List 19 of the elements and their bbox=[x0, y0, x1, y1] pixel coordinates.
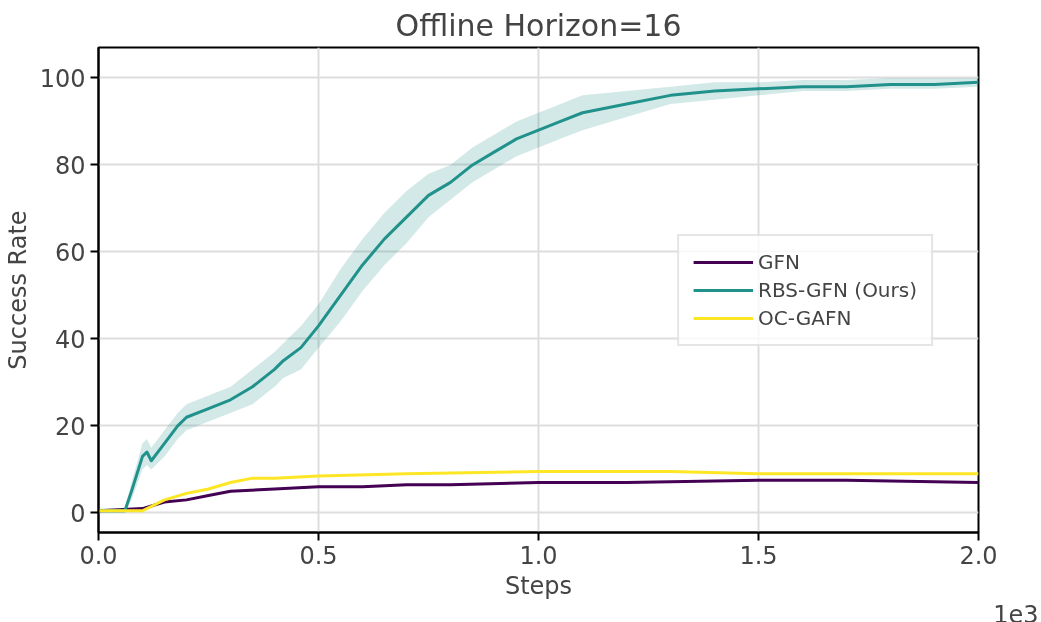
legend-label: OC-GAFN bbox=[758, 305, 852, 330]
y-axis-title: Success Rate bbox=[3, 210, 32, 370]
x-tick-label: 1.0 bbox=[519, 541, 558, 570]
legend-label: RBS-GFN (Ours) bbox=[758, 277, 917, 302]
x-tick-label: 2.0 bbox=[959, 541, 998, 570]
x-axis-title: Steps bbox=[504, 571, 573, 600]
y-tick-label: 40 bbox=[54, 325, 86, 354]
text: 1e3 bbox=[993, 600, 1039, 622]
x-tick-label: 0.0 bbox=[79, 541, 118, 570]
y-tick-label: 20 bbox=[54, 412, 86, 441]
y-tick-label: 0 bbox=[70, 499, 86, 528]
x-tick-label: 0.5 bbox=[299, 541, 338, 570]
x-tick-label: 1.5 bbox=[739, 541, 778, 570]
y-tick-label: 60 bbox=[54, 238, 86, 267]
y-tick-label: 100 bbox=[39, 64, 86, 93]
chart-title: Offline Horizon=16 bbox=[395, 7, 682, 43]
line-series bbox=[98, 470, 979, 513]
y-tick-label: 80 bbox=[54, 151, 86, 180]
legend-label: GFN bbox=[758, 249, 801, 274]
